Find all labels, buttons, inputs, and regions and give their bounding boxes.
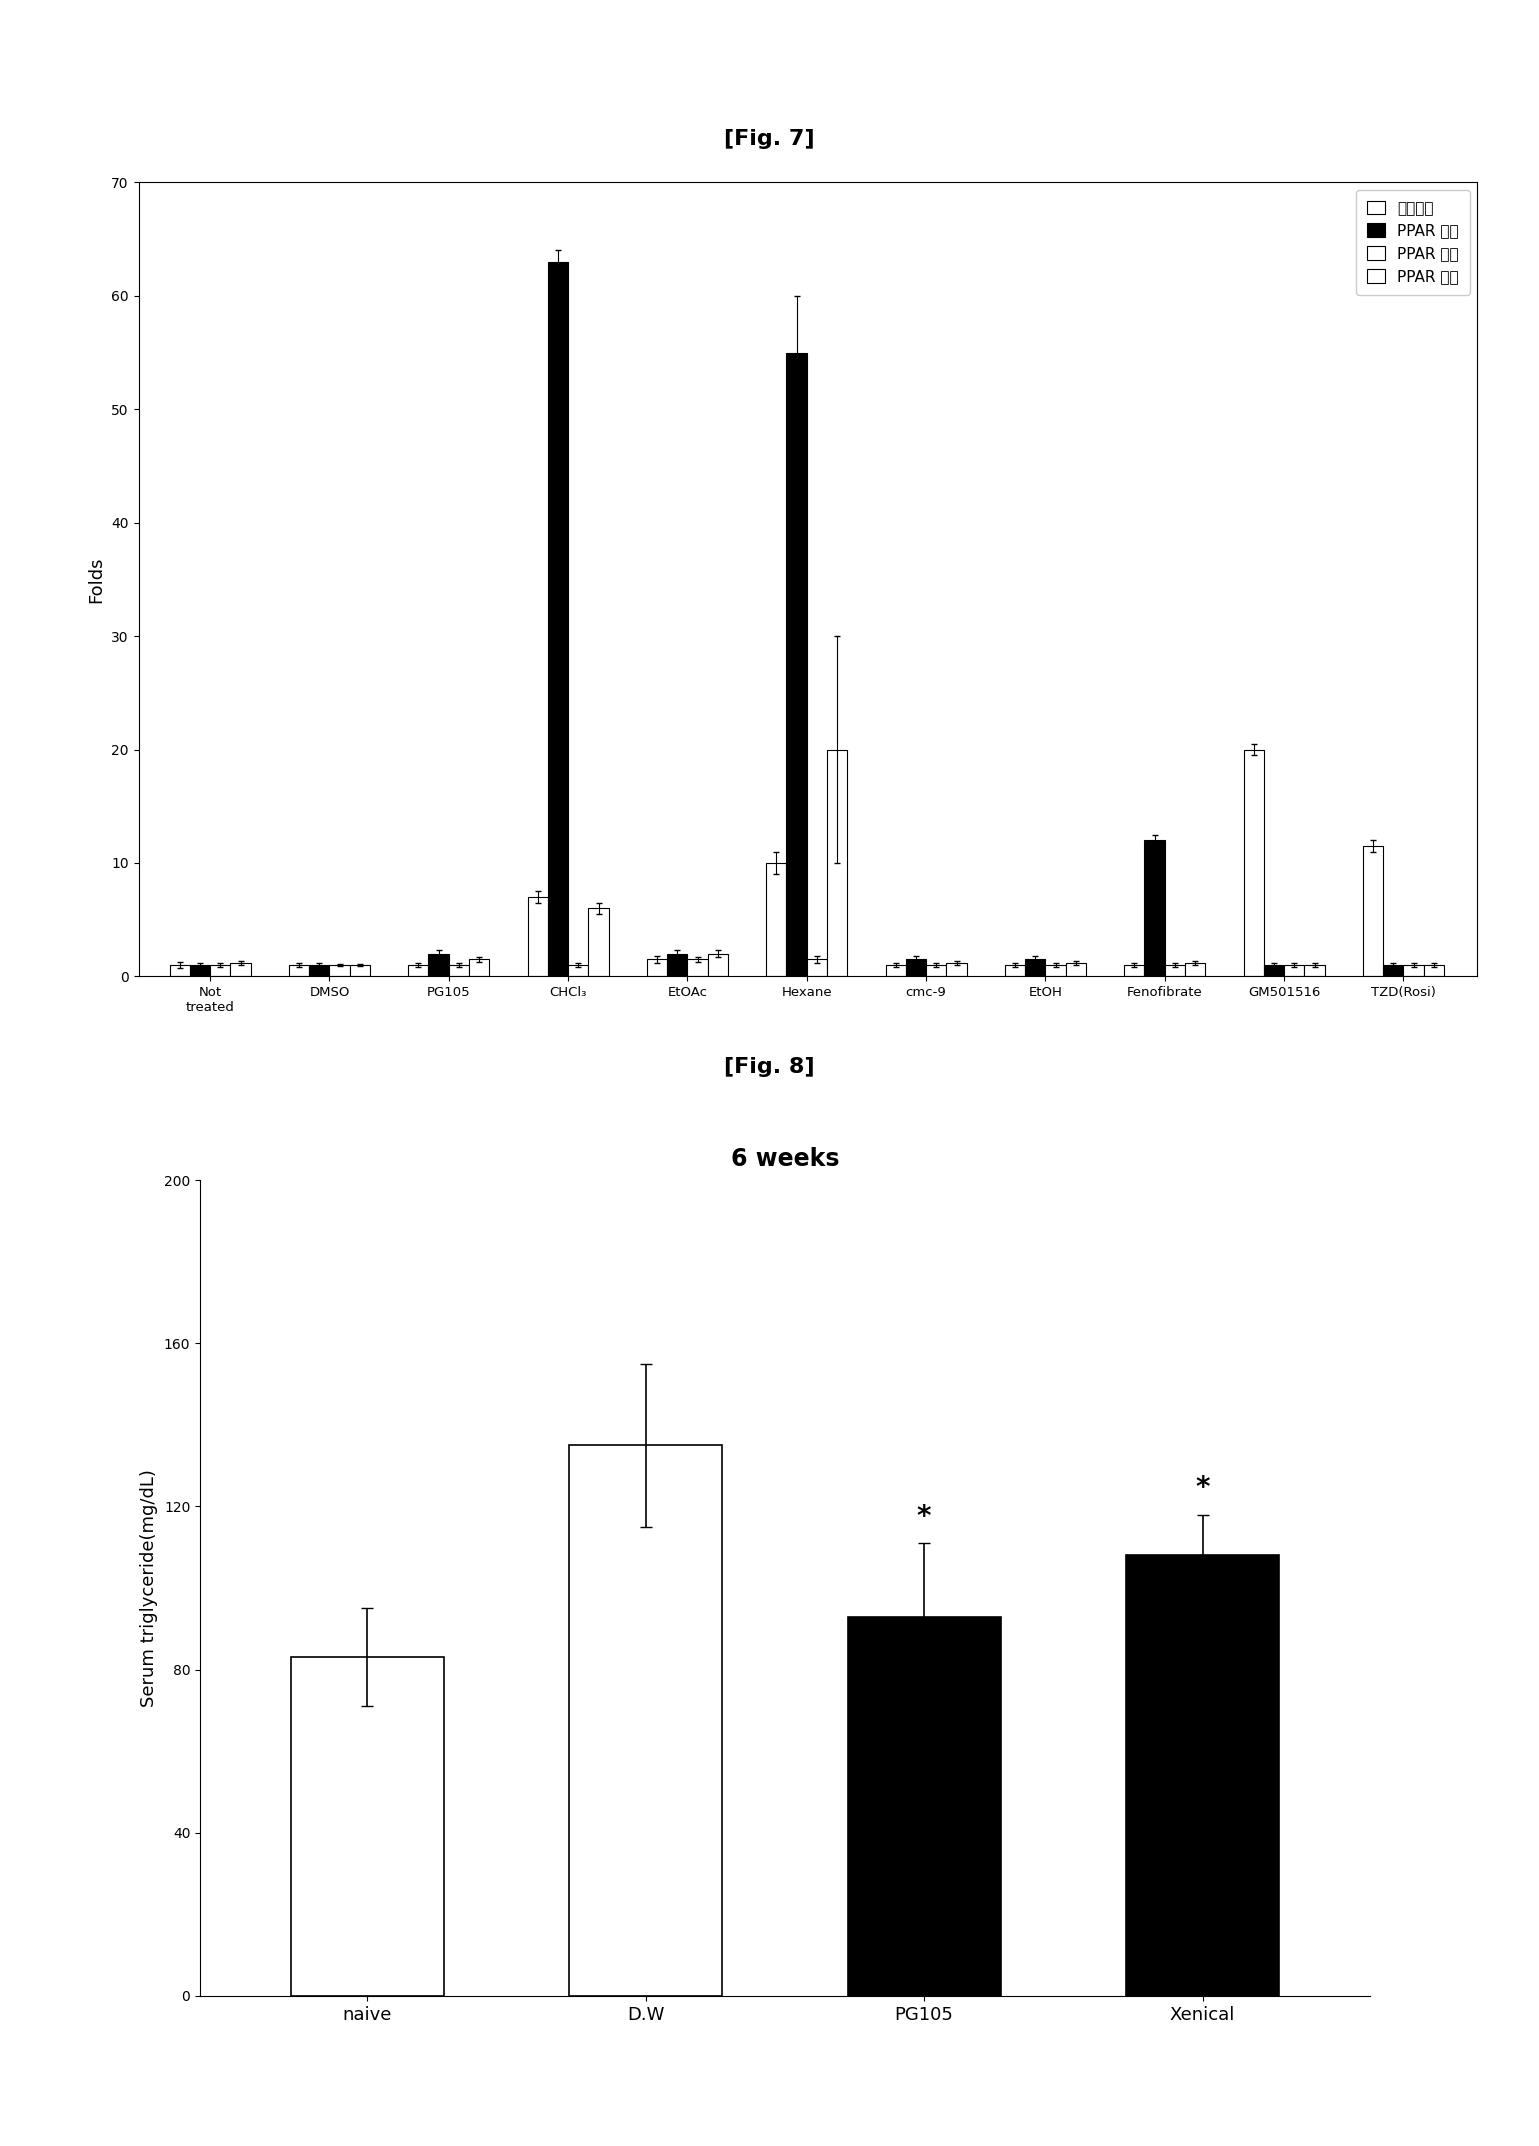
Bar — [569, 1446, 722, 1996]
Bar — [231, 964, 251, 976]
Bar — [1305, 966, 1325, 976]
Bar — [926, 966, 946, 976]
Bar — [189, 966, 211, 976]
Bar — [169, 966, 189, 976]
Bar — [211, 966, 231, 976]
Bar — [1165, 966, 1185, 976]
Bar — [786, 352, 806, 976]
Bar — [1404, 966, 1424, 976]
Bar — [428, 953, 449, 976]
Text: *: * — [1196, 1474, 1210, 1502]
Bar — [1384, 966, 1404, 976]
Bar — [1123, 966, 1145, 976]
Bar — [906, 959, 926, 976]
Bar — [408, 966, 428, 976]
Bar — [528, 897, 548, 976]
Y-axis label: Folds: Folds — [88, 556, 106, 603]
Bar — [548, 262, 568, 976]
Bar — [568, 966, 588, 976]
Bar — [588, 908, 609, 976]
Bar — [1065, 964, 1087, 976]
Bar — [1424, 966, 1444, 976]
Bar — [1284, 966, 1305, 976]
Bar — [668, 953, 688, 976]
Bar — [826, 749, 848, 976]
Bar — [1364, 846, 1384, 976]
Bar — [349, 966, 369, 976]
Title: 6 weeks: 6 weeks — [731, 1148, 839, 1172]
Legend: 오처리군, PPAR 알파, PPAR 델타, PPAR 감마: 오처리군, PPAR 알파, PPAR 델타, PPAR 감마 — [1356, 191, 1470, 294]
Bar — [806, 959, 826, 976]
Bar — [309, 966, 329, 976]
Bar — [946, 964, 966, 976]
Y-axis label: Serum triglyceride(mg/dL): Serum triglyceride(mg/dL) — [140, 1470, 159, 1706]
Bar — [469, 959, 489, 976]
Bar — [449, 966, 469, 976]
Bar — [885, 966, 906, 976]
Bar — [766, 863, 786, 976]
Bar — [1127, 1556, 1279, 1996]
Text: *: * — [917, 1502, 931, 1530]
Bar — [329, 966, 349, 976]
Text: [Fig. 7]: [Fig. 7] — [725, 129, 814, 150]
Bar — [1244, 749, 1264, 976]
Bar — [1005, 966, 1025, 976]
Bar — [1264, 966, 1284, 976]
Bar — [289, 966, 309, 976]
Bar — [1185, 964, 1205, 976]
Bar — [646, 959, 668, 976]
Bar — [291, 1657, 443, 1996]
Bar — [688, 959, 708, 976]
Bar — [1145, 841, 1165, 976]
Text: [Fig. 8]: [Fig. 8] — [725, 1056, 814, 1077]
Bar — [708, 953, 728, 976]
Bar — [1045, 966, 1065, 976]
Bar — [848, 1616, 1000, 1996]
Bar — [1025, 959, 1045, 976]
